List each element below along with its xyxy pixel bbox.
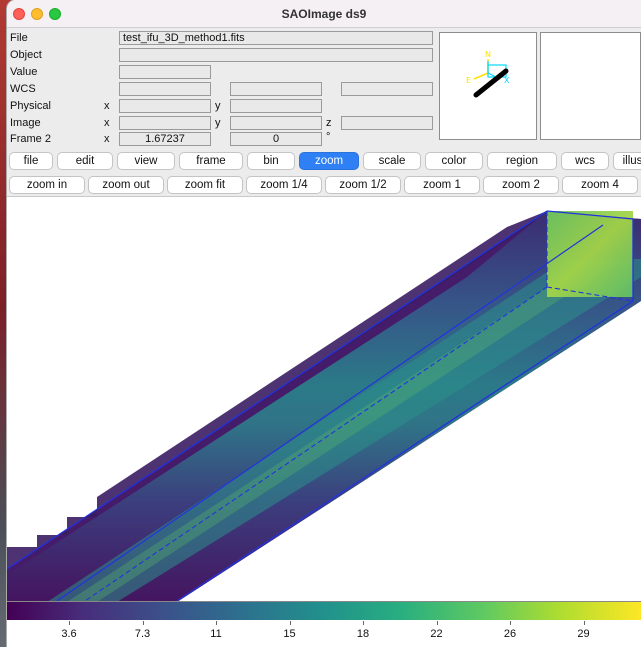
colorbar-tick-label: 29 bbox=[577, 628, 590, 640]
zoom-option-button-7[interactable]: zoom 4 bbox=[562, 176, 638, 194]
value-field bbox=[119, 65, 211, 79]
angle-value-field: 0 bbox=[230, 132, 322, 146]
colorbar-tick bbox=[363, 621, 364, 625]
menu-button-6[interactable]: scale bbox=[363, 152, 421, 170]
colorbar-tick-label: 7.3 bbox=[134, 628, 151, 640]
zoom-option-button-5[interactable]: zoom 1 bbox=[404, 176, 480, 194]
menu-button-5[interactable]: zoom bbox=[299, 152, 359, 170]
cube-render bbox=[7, 210, 641, 602]
colorbar-gradient bbox=[7, 601, 641, 620]
panner-view[interactable]: N E X bbox=[439, 32, 537, 140]
colorbar-tick bbox=[216, 621, 217, 625]
menu-button-2[interactable]: view bbox=[117, 152, 175, 170]
image-y-axis: y bbox=[215, 117, 221, 129]
colorbar-tick-label: 26 bbox=[503, 628, 517, 640]
compass-n-label: N bbox=[485, 50, 491, 59]
menu-button-0[interactable]: file bbox=[9, 152, 53, 170]
colorbar-tick-label: 3.6 bbox=[61, 628, 77, 640]
zoom-button-bar: zoom in zoom out zoom fit zoom 1/4 zoom 1/2 z… bbox=[7, 174, 641, 196]
zoom-option-button-6[interactable]: zoom 2 bbox=[483, 176, 559, 194]
maximize-window-button[interactable] bbox=[49, 8, 61, 20]
zoom-value-field: 1.67237 bbox=[119, 132, 211, 146]
physical-x-axis: x bbox=[104, 100, 110, 112]
zoom-option-button-0[interactable]: zoom in bbox=[9, 176, 85, 194]
frame-x-axis: x bbox=[104, 133, 110, 145]
colorbar-tick bbox=[510, 621, 511, 625]
physical-label: Physical bbox=[10, 100, 51, 112]
compass-graphic: N E X bbox=[466, 50, 510, 98]
info-panel: File test_ifu_3D_method1.fits Object Val… bbox=[7, 28, 641, 146]
wcs-label: WCS bbox=[10, 83, 36, 95]
colorbar-tick-label: 15 bbox=[283, 628, 296, 640]
image-x-field bbox=[119, 116, 211, 130]
close-window-button[interactable] bbox=[13, 8, 25, 20]
minimize-window-button[interactable] bbox=[31, 8, 43, 20]
file-label: File bbox=[10, 32, 28, 44]
object-value-field bbox=[119, 48, 433, 62]
image-z-field bbox=[341, 116, 433, 130]
compass-x-label: X bbox=[504, 76, 510, 85]
colorbar-tick-label: 18 bbox=[356, 628, 370, 640]
degree-symbol: ° bbox=[326, 131, 331, 143]
colorbar[interactable]: 3.67.311151822262933 bbox=[7, 601, 641, 647]
menu-button-3[interactable]: frame bbox=[179, 152, 243, 170]
physical-y-axis: y bbox=[215, 100, 221, 112]
compass-e-label: E bbox=[466, 76, 471, 85]
main-button-bar: file edit view frame bin zoom scale color region… bbox=[7, 150, 641, 172]
value-label: Value bbox=[10, 66, 38, 78]
image-z-axis: z bbox=[326, 117, 332, 129]
image-label: Image bbox=[10, 117, 41, 129]
wcs-x-field bbox=[119, 82, 211, 96]
colorbar-tick bbox=[69, 621, 70, 625]
zoom-option-button-3[interactable]: zoom 1/4 bbox=[246, 176, 322, 194]
zoom-option-button-4[interactable]: zoom 1/2 bbox=[325, 176, 401, 194]
colorbar-tick bbox=[436, 621, 438, 625]
zoom-option-button-1[interactable]: zoom out bbox=[88, 176, 164, 194]
physical-y-field bbox=[230, 99, 322, 113]
menu-button-4[interactable]: bin bbox=[247, 152, 295, 170]
physical-x-field bbox=[119, 99, 211, 113]
image-x-axis: x bbox=[104, 117, 110, 129]
frame-label: Frame 2 bbox=[10, 133, 51, 145]
object-label: Object bbox=[10, 49, 42, 61]
zoom-option-button-2[interactable]: zoom fit bbox=[167, 176, 243, 194]
menu-button-10[interactable]: illustrate bbox=[613, 152, 641, 170]
menu-button-8[interactable]: region bbox=[487, 152, 557, 170]
ds9-window: SAOImage ds9 File test_ifu_3D_method1.fi… bbox=[7, 0, 641, 647]
colorbar-tick bbox=[583, 621, 585, 625]
image-y-field bbox=[230, 116, 322, 130]
menu-button-1[interactable]: edit bbox=[57, 152, 113, 170]
menu-button-7[interactable]: color bbox=[425, 152, 483, 170]
image-canvas[interactable] bbox=[7, 196, 641, 602]
wcs-y-field bbox=[230, 82, 322, 96]
window-title: SAOImage ds9 bbox=[281, 7, 367, 21]
wcs-z-field bbox=[341, 82, 433, 96]
colorbar-tick bbox=[289, 621, 291, 625]
colorbar-tick bbox=[142, 621, 144, 625]
title-bar[interactable]: SAOImage ds9 bbox=[7, 0, 641, 28]
colorbar-tick-label: 11 bbox=[210, 628, 222, 640]
colorbar-tick-label: 22 bbox=[430, 628, 443, 640]
menu-button-9[interactable]: wcs bbox=[561, 152, 609, 170]
file-value-field: test_ifu_3D_method1.fits bbox=[119, 31, 433, 45]
magnifier-view bbox=[540, 32, 641, 140]
